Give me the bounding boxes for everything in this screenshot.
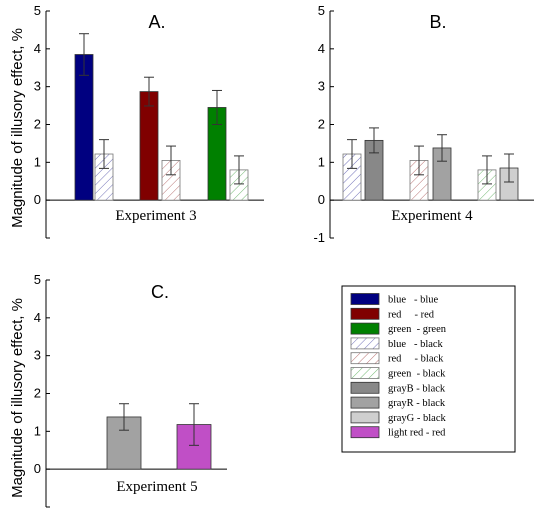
y-tick-label: 4 bbox=[34, 310, 41, 325]
y-tick-label: 4 bbox=[34, 41, 41, 56]
legend-swatch bbox=[350, 367, 380, 379]
x-axis-label: Experiment 3 bbox=[115, 208, 196, 224]
legend: blue - blue red - red green - green blue - … bbox=[341, 285, 516, 453]
legend-entry: blue - black bbox=[388, 339, 444, 350]
legend-entry: green - green bbox=[388, 324, 447, 335]
y-tick-label: 0 bbox=[34, 192, 41, 207]
y-tick-label: 2 bbox=[318, 117, 325, 132]
legend-entry: green - black bbox=[388, 369, 446, 380]
legend-entry: red - red bbox=[388, 309, 435, 320]
y-tick-label: 5 bbox=[34, 272, 41, 287]
panel-title: B. bbox=[429, 12, 446, 32]
legend-entry: light red - red bbox=[388, 428, 446, 439]
y-tick-label: 2 bbox=[34, 386, 41, 401]
legend-swatch bbox=[350, 396, 380, 409]
legend-entry: red - black bbox=[388, 354, 444, 365]
y-tick-label: 3 bbox=[34, 348, 41, 363]
y-tick-label: 2 bbox=[34, 117, 41, 132]
chart-panel-a: 0 1 2 3 4 5 A. Experiment 3 Magnitude of illusor… bbox=[9, 3, 264, 239]
bar bbox=[74, 54, 94, 201]
chart-panel-c: 0 1 2 3 4 5 C. Experiment 5 Magnitude of illusor… bbox=[9, 272, 227, 508]
legend-entry: blue - blue bbox=[388, 295, 438, 306]
y-tick-label: 1 bbox=[34, 154, 41, 169]
chart-panel-b: -1 0 1 2 3 4 5 B. Experiment 4 bbox=[313, 3, 534, 245]
y-tick-label: 3 bbox=[34, 79, 41, 94]
legend-swatch bbox=[350, 337, 380, 350]
bar bbox=[139, 91, 159, 201]
y-axis-label: Magnitude of illusory effect, % bbox=[9, 28, 26, 228]
y-tick-label: 5 bbox=[34, 3, 41, 18]
y-tick-label: 0 bbox=[34, 461, 41, 476]
legend-swatch bbox=[350, 352, 380, 365]
legend-entry: grayB - black bbox=[388, 383, 446, 394]
legend-swatch bbox=[350, 293, 380, 305]
y-tick-label: 3 bbox=[318, 79, 325, 94]
legend-swatch bbox=[350, 411, 380, 424]
legend-entry: grayR - black bbox=[388, 398, 446, 409]
legend-swatch bbox=[350, 322, 380, 335]
legend-entry: grayG - black bbox=[388, 413, 446, 424]
panel-title: A. bbox=[148, 12, 165, 32]
y-tick-label: 5 bbox=[318, 3, 325, 18]
y-tick-label: -1 bbox=[313, 230, 325, 245]
legend-swatch bbox=[350, 426, 380, 439]
y-tick-label: 1 bbox=[34, 423, 41, 438]
x-axis-label: Experiment 5 bbox=[116, 479, 197, 495]
y-axis-label: Magnitude of illusory effect, % bbox=[9, 298, 26, 498]
panel-title: C. bbox=[151, 282, 169, 302]
legend-swatch bbox=[350, 307, 380, 320]
y-tick-label: 4 bbox=[318, 41, 325, 56]
legend-swatch bbox=[350, 381, 380, 394]
y-tick-label: 0 bbox=[318, 192, 325, 207]
x-axis-label: Experiment 4 bbox=[391, 208, 473, 224]
y-tick-label: 1 bbox=[318, 154, 325, 169]
